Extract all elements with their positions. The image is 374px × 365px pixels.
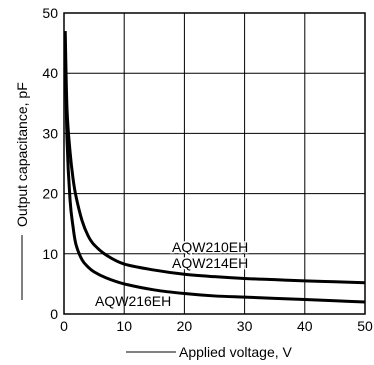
y-tick-label-20: 20 [42,186,58,202]
y-tick-label-40: 40 [42,65,58,81]
y-axis-label: Output capacitance, pF [14,82,30,227]
series-group [63,31,366,304]
y-tick-label-0: 0 [50,306,58,322]
x-tick-label-30: 30 [237,318,253,334]
x-tick-label-20: 20 [177,318,193,334]
series-line-0 [63,31,366,285]
series-label-1-0: AQW216EH [95,293,171,309]
x-tick-label-0: 0 [60,318,68,334]
y-tick-label-10: 10 [42,246,58,262]
series-line-1 [63,43,366,304]
y-tick-labels: 0 10 20 30 40 50 [42,5,58,322]
plot-frame [63,12,366,315]
x-tick-label-10: 10 [116,318,132,334]
x-tick-label-50: 50 [357,318,373,334]
x-axis-label: Applied voltage, V [179,344,293,360]
x-tick-labels: 0 10 20 30 40 50 [60,318,373,334]
series-label-0-1: AQW214EH [172,255,248,271]
x-tick-label-40: 40 [297,318,313,334]
y-tick-label-50: 50 [42,5,58,21]
series-label-0-0: AQW210EH [172,239,248,255]
y-tick-label-30: 30 [42,125,58,141]
grid [64,13,365,314]
